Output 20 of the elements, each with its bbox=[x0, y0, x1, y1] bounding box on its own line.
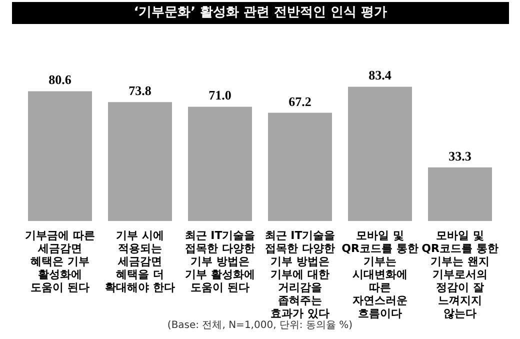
bar bbox=[268, 112, 332, 221]
data-label: 80.6 bbox=[48, 72, 72, 88]
text: (Base: 전체, N=1,000, 단위: 동의율 %) bbox=[167, 320, 353, 331]
data-label: 73.8 bbox=[128, 83, 152, 98]
bar bbox=[108, 102, 172, 221]
data-label: 71.0 bbox=[208, 88, 232, 103]
bar bbox=[348, 86, 412, 221]
bar bbox=[28, 91, 92, 221]
data-label: 33.3 bbox=[448, 148, 472, 164]
bar bbox=[428, 167, 492, 221]
data-label: 67.2 bbox=[288, 94, 312, 109]
data-label: 83.4 bbox=[368, 68, 392, 83]
x-tick-label: 기부금에 따른 세금감면 혜택은 기부 활성화에 도움이 된다 bbox=[25, 229, 95, 294]
bar bbox=[188, 106, 252, 221]
x-tick-label: 기부 시에 적용되는 세금감면 혜택을 더 확대해야 한다 bbox=[105, 229, 175, 294]
x-tick-label: 모바일 및 QR코드를 통한 기부는 시대변화에 따른 자연스러운 흐름이다 bbox=[342, 229, 418, 320]
x-tick-label: 최근 IT기술을 접목한 다양한 기부 방법은 기부에 대한 거리감을 좁혀주는 효과가 있다 bbox=[264, 229, 336, 320]
x-tick-label: 모바일 및 QR코드를 통한 기부는 왠지 기부로서의 정감이 잘 느껴지지 않는다 bbox=[422, 229, 498, 320]
chart-title: ‘기부문화’ 활성화 관련 전반적인 인식 평가 bbox=[12, 2, 509, 24]
x-tick-label: 최근 IT기술을 접목한 다양한 기부 방법은 기부 활성화에 도움이 된다 bbox=[184, 229, 256, 294]
